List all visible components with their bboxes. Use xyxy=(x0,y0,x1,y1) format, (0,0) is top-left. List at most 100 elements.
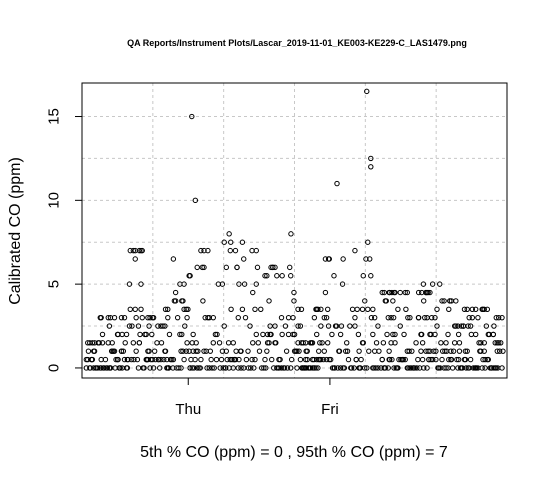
data-point xyxy=(260,331,266,338)
data-point xyxy=(387,356,393,363)
data-point xyxy=(461,306,468,312)
data-point xyxy=(150,365,157,371)
data-point xyxy=(479,365,485,371)
data-point xyxy=(323,314,330,321)
data-point xyxy=(492,340,498,346)
data-point xyxy=(455,356,462,363)
data-point xyxy=(354,306,360,312)
data-point xyxy=(252,356,258,363)
data-point xyxy=(462,356,469,363)
data-point xyxy=(287,264,293,271)
data-point xyxy=(130,340,137,346)
data-point xyxy=(338,323,345,329)
data-point xyxy=(370,331,376,338)
data-point xyxy=(98,365,104,371)
data-point xyxy=(253,281,259,287)
data-point xyxy=(380,340,387,346)
data-point xyxy=(427,348,433,354)
data-point xyxy=(360,340,366,346)
data-point xyxy=(161,356,167,363)
data-point xyxy=(365,239,371,245)
data-point xyxy=(499,365,505,371)
data-point xyxy=(352,323,358,329)
data-point xyxy=(279,273,285,279)
data-point xyxy=(327,356,334,363)
data-point xyxy=(228,306,234,312)
data-point xyxy=(443,340,449,346)
data-point xyxy=(177,331,183,338)
data-point xyxy=(326,256,332,262)
y-tick-label: 0 xyxy=(46,364,63,372)
data-point xyxy=(340,256,346,262)
data-point xyxy=(368,273,374,279)
data-point xyxy=(191,365,197,371)
data-point xyxy=(304,356,310,363)
data-point xyxy=(282,323,289,329)
data-point xyxy=(296,348,302,354)
data-point xyxy=(192,356,198,363)
data-point xyxy=(279,331,285,338)
data-point xyxy=(295,323,301,329)
data-point xyxy=(132,306,138,312)
data-point xyxy=(208,356,214,363)
data-point xyxy=(454,356,460,363)
data-point xyxy=(466,314,472,321)
data-point xyxy=(348,365,355,371)
data-point xyxy=(481,340,487,346)
data-point xyxy=(288,231,294,237)
data-point xyxy=(294,348,300,354)
data-point xyxy=(87,365,94,371)
data-point xyxy=(334,180,340,187)
data-point xyxy=(325,340,331,346)
data-point xyxy=(236,356,242,363)
data-point xyxy=(341,365,348,371)
data-point xyxy=(391,365,397,371)
data-point xyxy=(223,264,229,271)
data-point xyxy=(149,356,156,363)
data-point xyxy=(295,306,301,312)
data-point xyxy=(124,365,131,371)
data-point xyxy=(384,331,390,338)
data-point xyxy=(127,306,133,312)
data-point xyxy=(392,289,398,296)
data-point xyxy=(190,331,196,338)
data-point xyxy=(383,298,389,304)
data-point xyxy=(331,365,338,371)
data-point xyxy=(212,331,219,338)
data-point xyxy=(297,323,304,329)
data-points xyxy=(83,88,506,371)
data-point xyxy=(386,348,392,354)
data-point xyxy=(419,356,426,363)
data-point xyxy=(395,306,401,312)
data-point xyxy=(136,340,143,346)
data-point xyxy=(390,298,396,304)
data-point xyxy=(230,365,236,371)
data-point xyxy=(481,348,487,354)
data-point xyxy=(445,331,451,338)
data-point xyxy=(481,306,487,312)
data-point xyxy=(285,314,292,321)
data-point xyxy=(325,323,332,329)
data-point xyxy=(418,348,424,354)
data-point xyxy=(409,348,415,354)
data-point xyxy=(95,365,101,371)
data-point xyxy=(362,365,368,371)
data-point xyxy=(131,356,137,363)
data-point xyxy=(182,323,188,329)
data-point xyxy=(250,289,256,296)
data-point xyxy=(226,231,232,237)
data-point xyxy=(115,356,121,363)
data-point xyxy=(251,365,257,371)
data-point xyxy=(218,356,225,363)
data-point xyxy=(255,340,261,346)
data-point xyxy=(290,314,296,321)
data-point xyxy=(194,365,200,371)
data-point xyxy=(162,348,169,354)
data-point xyxy=(238,365,244,371)
data-point xyxy=(117,365,123,371)
data-point xyxy=(482,356,488,363)
data-point xyxy=(371,314,378,321)
data-point xyxy=(495,314,502,321)
data-point xyxy=(465,323,471,329)
